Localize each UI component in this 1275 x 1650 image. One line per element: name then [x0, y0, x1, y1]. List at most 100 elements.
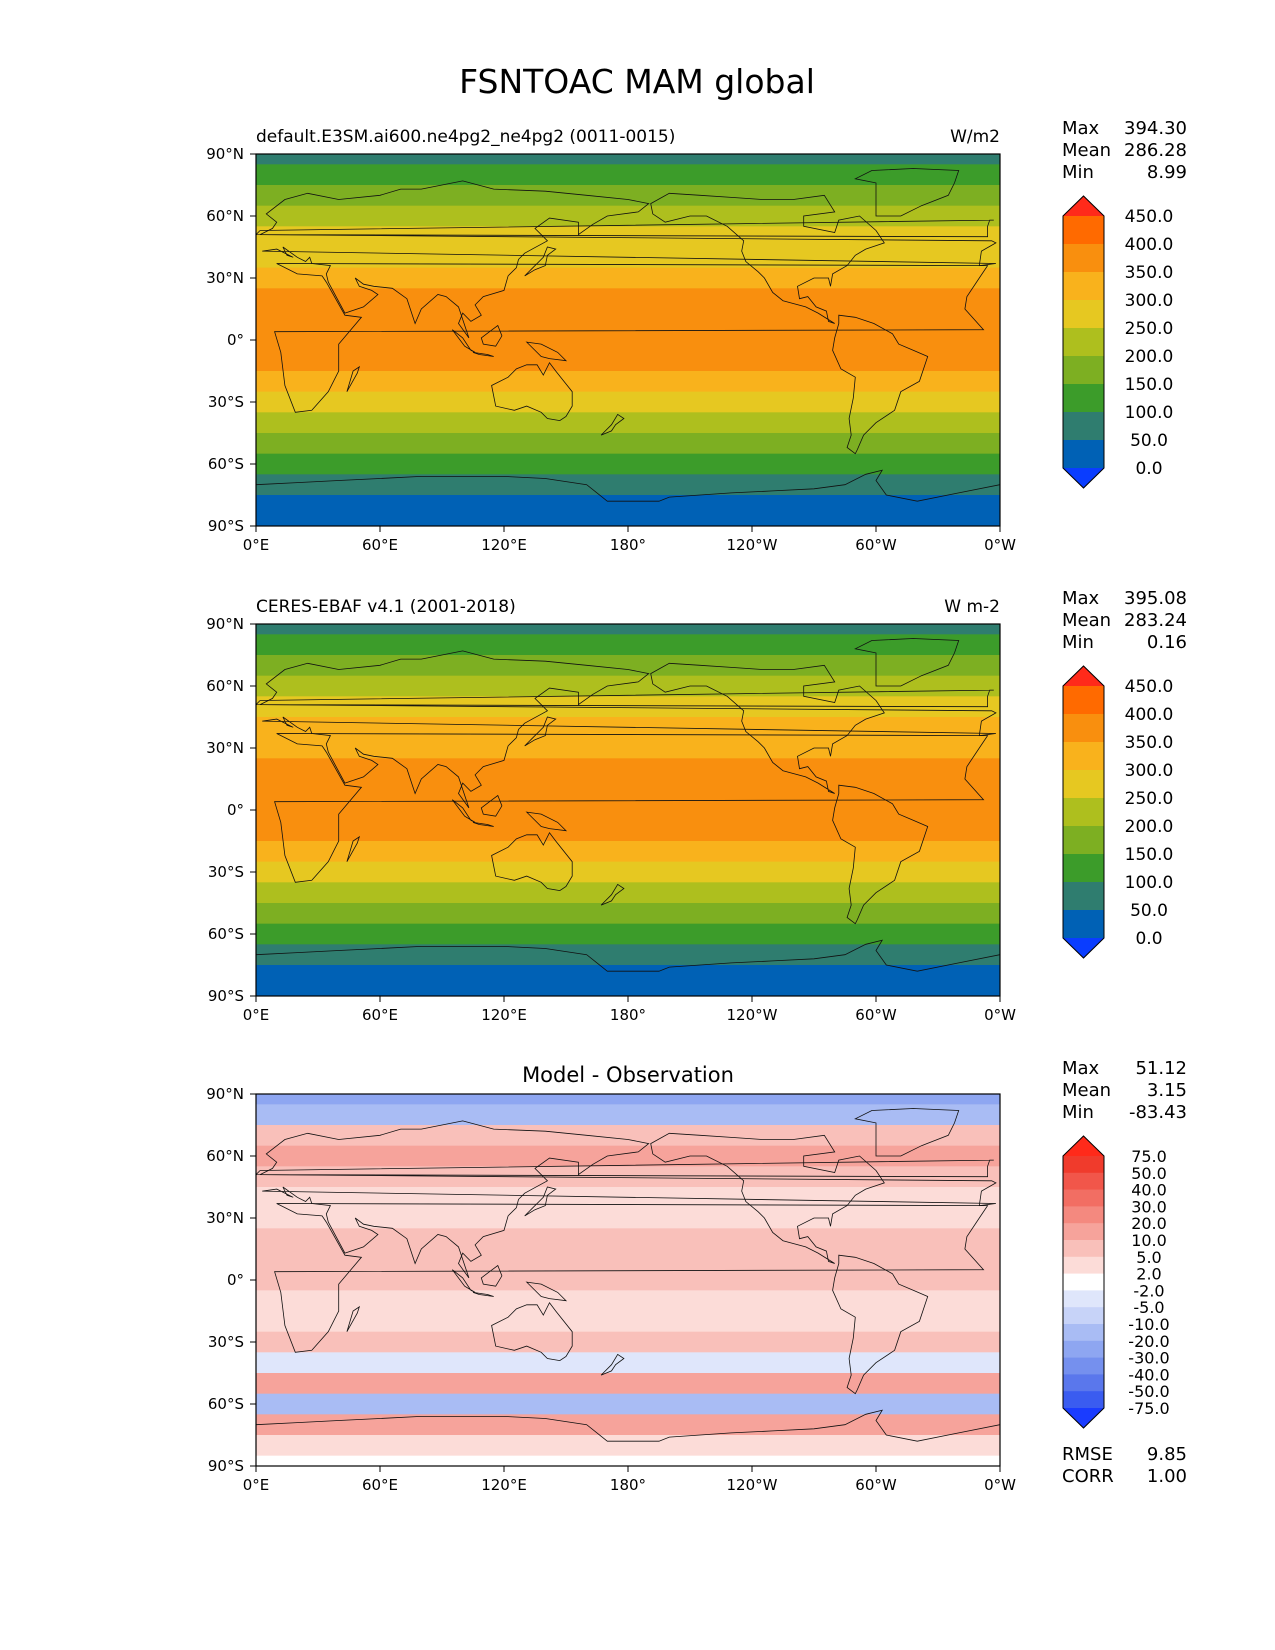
- stat-label: Max: [1062, 588, 1100, 609]
- y-tick-label: 30°N: [206, 269, 244, 287]
- colorbar-label: 400.0: [1125, 235, 1174, 255]
- lat-band: [256, 226, 1000, 248]
- panel-title: Model - Observation: [522, 1063, 734, 1087]
- colorbar-extend-max: [1063, 666, 1104, 686]
- colorbar-segment: [1063, 742, 1104, 771]
- map-field: [256, 624, 1000, 996]
- x-tick-label: 180°: [610, 1006, 646, 1024]
- colorbar-segment: [1063, 1290, 1104, 1308]
- colorbar-label: -5.0: [1133, 1298, 1164, 1317]
- coastline: [472, 352, 494, 357]
- colorbar-segment: [1063, 412, 1104, 441]
- y-tick-label: 60°N: [206, 207, 244, 225]
- colorbar-label: -50.0: [1128, 1382, 1169, 1401]
- lat-band: [256, 371, 1000, 393]
- coastline: [524, 1186, 557, 1217]
- colorbar-segment: [1063, 216, 1104, 245]
- colorbar-outline: [1062, 665, 1105, 959]
- lat-band: [256, 820, 1000, 842]
- stat-value: 394.30: [1124, 118, 1187, 139]
- coastline: [832, 314, 929, 455]
- y-tick-label: 90°N: [206, 1085, 244, 1103]
- lat-band: [256, 205, 1000, 227]
- colorbar-extend-min: [1063, 1408, 1104, 1428]
- colorbar-segment: [1063, 356, 1104, 385]
- stat-value: 3.15: [1147, 1080, 1187, 1101]
- colorbar-label: 200.0: [1125, 817, 1174, 837]
- colorbar-segment: [1063, 910, 1104, 939]
- lat-band: [256, 1331, 1000, 1353]
- coastline: [256, 689, 994, 708]
- colorbar-outline: [1062, 1135, 1105, 1429]
- coastline: [259, 180, 997, 339]
- stat-value: 395.08: [1124, 588, 1187, 609]
- y-tick-label: 30°N: [206, 739, 244, 757]
- coastline: [480, 324, 503, 347]
- panel-model: default.E3SM.ai600.ne4pg2_ne4pg2 (0011-0…: [206, 118, 1187, 554]
- stat-value: 1.00: [1147, 1466, 1187, 1487]
- coastline: [854, 168, 960, 217]
- y-tick-label: 30°S: [208, 863, 244, 881]
- y-tick-label: 0°: [227, 801, 244, 819]
- colorbar-label: 50.0: [1130, 901, 1168, 921]
- colorbar-segment: [1063, 1172, 1104, 1191]
- stat-value: 9.85: [1147, 1444, 1187, 1465]
- lat-band: [256, 944, 1000, 966]
- units-label: W m-2: [944, 597, 1000, 617]
- colorbar-segment: [1063, 1240, 1104, 1258]
- coastline-antarctica: [256, 469, 1000, 502]
- coastline: [650, 192, 885, 324]
- y-tick-label: 60°N: [206, 677, 244, 695]
- coastline: [854, 638, 960, 687]
- lat-band: [256, 923, 1000, 945]
- colorbar-outline: [1062, 195, 1105, 489]
- coastline: [524, 246, 557, 277]
- colorbar-label: 450.0: [1125, 207, 1174, 227]
- panel-title: CERES-EBAF v4.1 (2001-2018): [256, 597, 516, 617]
- y-tick-label: 60°S: [208, 925, 244, 943]
- colorbar-segment: [1063, 272, 1104, 301]
- x-tick-label: 120°E: [481, 1476, 527, 1494]
- stat-label: Max: [1062, 1058, 1100, 1079]
- coastline: [346, 835, 361, 862]
- colorbar-label: -40.0: [1128, 1365, 1169, 1384]
- x-tick-label: 60°W: [855, 1006, 897, 1024]
- lat-band: [256, 675, 1000, 697]
- lat-band: [256, 1393, 1000, 1415]
- colorbar-label: 20.0: [1131, 1214, 1167, 1233]
- colorbar-label: 0.0: [1135, 929, 1162, 949]
- lat-band: [256, 1414, 1000, 1436]
- coastline: [346, 365, 361, 392]
- colorbar-segment: [1063, 384, 1104, 413]
- y-tick-label: 60°N: [206, 1147, 244, 1165]
- colorbar-label: 150.0: [1125, 845, 1174, 865]
- colorbar-segment: [1063, 1324, 1104, 1342]
- coastline: [491, 1301, 573, 1362]
- colorbar-segment: [1063, 1357, 1104, 1375]
- colorbar-segment: [1063, 1156, 1104, 1174]
- colorbar-extend-min: [1063, 938, 1104, 958]
- lat-band: [256, 841, 1000, 863]
- stat-label: Min: [1062, 162, 1094, 183]
- lat-band: [256, 696, 1000, 718]
- x-tick-label: 60°E: [362, 1006, 398, 1024]
- x-tick-label: 60°E: [362, 536, 398, 554]
- colorbar-label: 300.0: [1125, 291, 1174, 311]
- y-tick-label: 0°: [227, 1271, 244, 1289]
- coastline: [832, 784, 929, 925]
- coastline: [451, 329, 476, 353]
- colorbar-segment: [1063, 1307, 1104, 1325]
- lat-band: [256, 799, 1000, 821]
- stat-value: 51.12: [1135, 1058, 1187, 1079]
- lat-band: [256, 903, 1000, 925]
- y-tick-label: 90°S: [208, 987, 244, 1005]
- lat-band: [256, 1166, 1000, 1188]
- y-tick-label: 30°S: [208, 393, 244, 411]
- figure-title: FSNTOAC MAM global: [459, 62, 815, 101]
- colorbar-label: 150.0: [1125, 375, 1174, 395]
- lat-band: [256, 350, 1000, 372]
- coastline: [274, 733, 989, 883]
- lat-band: [256, 965, 1000, 987]
- lat-band: [256, 154, 1000, 165]
- lat-band: [256, 1455, 1000, 1466]
